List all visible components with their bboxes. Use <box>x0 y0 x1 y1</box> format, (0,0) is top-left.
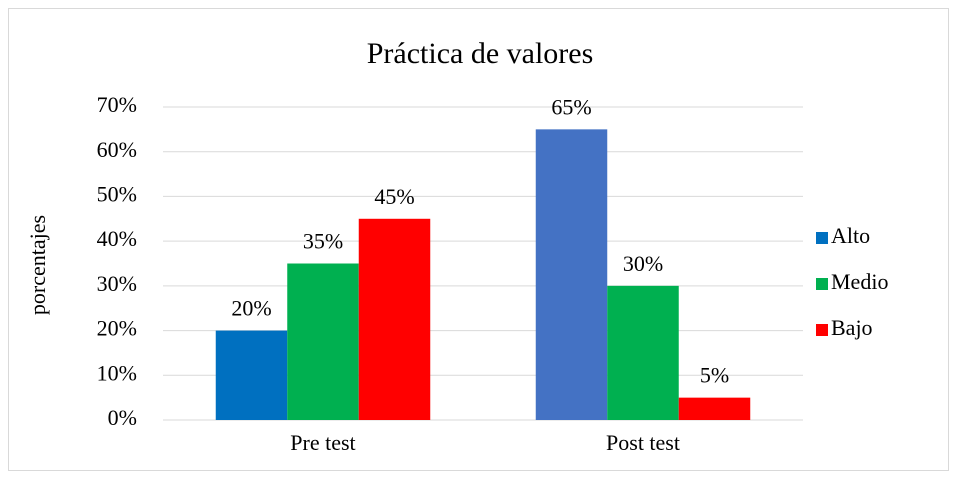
y-tick-label: 50% <box>97 181 137 206</box>
data-label: 5% <box>700 363 729 388</box>
data-label: 20% <box>231 296 271 321</box>
y-tick-label: 30% <box>97 271 137 296</box>
data-label: 35% <box>303 229 343 254</box>
data-label: 65% <box>551 94 591 119</box>
legend-swatch <box>816 232 828 244</box>
y-tick-label: 0% <box>108 405 137 430</box>
chart-title: Práctica de valores <box>367 37 594 70</box>
legend-label: Bajo <box>831 315 873 340</box>
y-tick-label: 40% <box>97 226 137 251</box>
y-tick-label: 20% <box>97 316 137 341</box>
x-tick-label: Post test <box>606 430 680 455</box>
legend-label: Alto <box>831 223 870 248</box>
y-tick-label: 60% <box>97 137 137 162</box>
legend-label: Medio <box>831 269 888 294</box>
bar <box>535 129 608 420</box>
y-axis-label: porcentajes <box>25 215 50 315</box>
bar <box>287 263 359 420</box>
x-tick-label: Pre test <box>290 430 355 455</box>
bar <box>607 285 679 420</box>
bar <box>678 397 751 420</box>
chart-border <box>8 8 949 471</box>
data-label: 30% <box>623 251 663 276</box>
bar <box>215 330 288 420</box>
y-tick-label: 70% <box>97 92 137 117</box>
legend-swatch <box>816 324 828 336</box>
data-label: 45% <box>374 184 414 209</box>
legend-swatch <box>816 278 828 290</box>
y-tick-label: 10% <box>97 360 137 385</box>
bar <box>358 218 431 420</box>
